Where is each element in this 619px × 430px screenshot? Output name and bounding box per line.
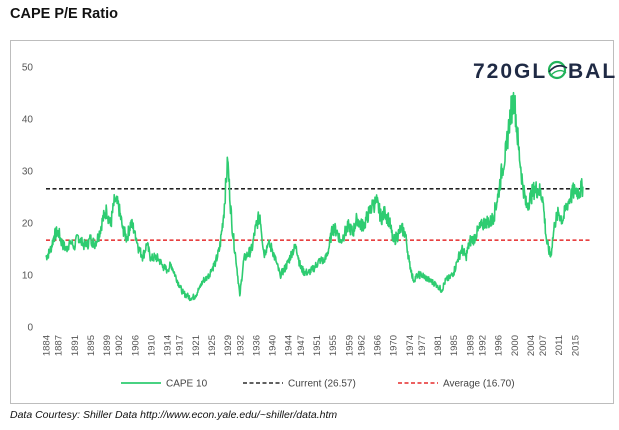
chart-frame: 0 10 20 30 40 50 1884 1887 1891 1895 1899 1902 1906… [10,40,615,404]
x-tick-label: 1947 [296,335,307,356]
x-tick-label: 1944 [284,335,295,356]
x-tick-label: 2015 [570,335,581,356]
x-tick-label: 1902 [114,335,125,356]
x-tick-label: 1906 [130,335,141,356]
logo-suffix: BAL [568,60,615,83]
720global-logo: 720GL BAL [473,60,615,83]
x-axis-ticks: 1884 1887 1891 1895 1899 1902 1906 1910 1914 1917… [42,335,582,356]
y-tick-label: 40 [22,115,34,126]
x-tick-label: 2004 [526,335,537,356]
cape-chart: 0 10 20 30 40 50 1884 1887 1891 1895 1899 1902 1906… [22,60,615,390]
x-tick-label: 1929 [223,335,234,356]
x-tick-label: 1981 [433,335,444,356]
x-tick-label: 1936 [251,335,262,356]
globe-icon [547,60,568,80]
legend-label: CAPE 10 [166,379,208,390]
x-tick-label: 1899 [102,335,113,356]
x-tick-label: 1992 [478,335,489,356]
logo-prefix: 720GL [473,60,547,83]
y-tick-label: 20 [22,219,34,230]
y-tick-label: 30 [22,167,34,178]
y-axis-ticks: 0 10 20 30 40 50 [22,63,34,334]
y-tick-label: 0 [27,323,33,334]
y-tick-label: 10 [22,271,34,282]
x-tick-label: 1985 [449,335,460,356]
x-tick-label: 1996 [494,335,505,356]
legend: CAPE 10 Current (26.57) Average (16.70) [121,379,515,390]
x-tick-label: 1891 [70,335,81,356]
legend-label: Current (26.57) [288,379,356,390]
x-tick-label: 2000 [510,335,521,356]
x-tick-label: 1959 [344,335,355,356]
page-title: CAPE P/E Ratio [10,6,118,22]
x-tick-label: 1932 [235,335,246,356]
legend-label: Average (16.70) [443,379,515,390]
x-tick-label: 1962 [356,335,367,356]
x-tick-label: 1910 [146,335,157,356]
x-tick-label: 1895 [86,335,97,356]
x-tick-label: 1925 [207,335,218,356]
x-tick-label: 1951 [312,335,323,356]
x-tick-label: 2007 [538,335,549,356]
x-tick-label: 1977 [417,335,428,356]
x-tick-label: 1914 [163,335,174,356]
x-tick-label: 1921 [191,335,202,356]
x-tick-label: 1970 [389,335,400,356]
x-tick-label: 1887 [54,335,65,356]
x-tick-label: 1989 [465,335,476,356]
x-tick-label: 1966 [373,335,384,356]
x-tick-label: 2011 [554,335,565,355]
x-tick-label: 1917 [175,335,186,356]
x-tick-label: 1955 [328,335,339,356]
data-source-footer: Data Courtesy: Shiller Data http://www.e… [10,409,338,421]
y-tick-label: 50 [22,63,34,74]
x-tick-label: 1974 [405,335,416,356]
x-tick-label: 1884 [42,335,53,356]
series-layer [45,91,584,302]
cape-10-line [45,91,584,302]
x-tick-label: 1940 [268,335,279,356]
